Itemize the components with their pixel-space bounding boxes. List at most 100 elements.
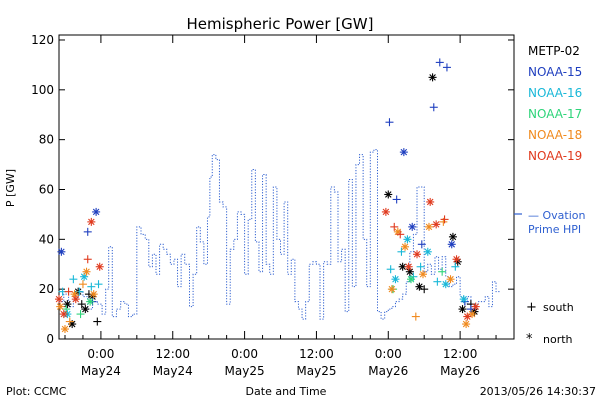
noaa-17-point-north [407,275,416,284]
noaa-15-point-south [83,227,92,236]
noaa-19-point-north [463,312,472,321]
legend-noaa-16: NOAA-16 [528,86,582,100]
metp-02-point-south [93,317,102,326]
y-axis-label: P [GW] [4,169,17,207]
x-tick-time-label: 0:00 [87,347,114,361]
noaa-19-point-north [404,262,413,271]
legend-noaa-17: NOAA-17 [528,107,582,121]
noaa-19-point-north [95,262,104,271]
y-tick-label: 40 [39,232,54,246]
legend: METP-02 NOAA-15 NOAA-16 NOAA-17 NOAA-18 NOAA-… [528,44,582,163]
south-marker-symbol: + [526,300,537,315]
noaa-19-point-north [71,295,80,304]
noaa-15-point-south [385,118,394,127]
noaa-16-point-south [94,280,103,289]
noaa-18-point-north [446,275,455,284]
footer-plot-source: Plot: CCMC [6,385,67,398]
noaa-16-point-south [386,265,395,274]
noaa-19-point-north [426,197,435,206]
noaa-15-point-north [399,148,408,157]
noaa-18-point-north [89,290,98,299]
metp-02-point-north [384,190,393,199]
x-tick-time-label: 12:00 [155,347,190,361]
noaa-19-point-south [396,230,405,239]
x-tick-date-label: May25 [296,364,336,378]
footer-timestamp: 2013/05/26 14:30:37 [480,385,596,398]
noaa-19-point-north [59,310,68,319]
metp-02-point-north [415,282,424,291]
noaa-19-point-south [390,222,399,231]
noaa-19-point-north [413,250,422,259]
noaa-15-point-south [392,195,401,204]
noaa-18-point-north [462,320,471,329]
metp-02-point-north [458,305,467,314]
metp-02-point-north [405,267,414,276]
noaa-16-point-north [391,275,400,284]
x-axis-label: Date and Time [246,385,327,398]
noaa-18-point-north [387,285,396,294]
noaa-16-point-north [459,295,468,304]
noaa-19-point-south [83,255,92,264]
noaa-18-point-north [82,267,91,276]
noaa-16-point-south [416,262,425,271]
ovation-hpi-series [59,149,500,320]
y-tick-label: 120 [31,33,54,47]
noaa-16-point-south [397,247,406,256]
noaa-15-point-north [447,240,456,249]
y-axis: 0 20 40 60 80 100 120 [31,33,514,346]
x-tick-time-label: 12:00 [299,347,334,361]
satellite-data-points [55,58,480,334]
chart-title: Hemispheric Power [GW] [187,15,374,33]
metp-02-point-north [63,300,72,309]
y-tick-label: 100 [31,83,54,97]
ovation-legend-label-2: Prime HPI [528,223,581,236]
noaa-19-point-north [432,220,441,229]
noaa-16-point-north [423,247,432,256]
noaa-16-point-south [69,275,78,284]
noaa-18-point-south [78,280,87,289]
legend-noaa-18: NOAA-18 [528,128,582,142]
x-tick-time-label: 0:00 [231,347,258,361]
noaa-15-point-south [429,103,438,112]
noaa-17-point-south [438,267,447,276]
noaa-18-point-north [56,302,65,311]
x-tick-time-label: 12:00 [443,347,478,361]
south-marker-label: south [543,301,574,314]
x-tick-date-label: May26 [440,364,480,378]
noaa-19-point-north [87,217,96,226]
ovation-legend-label-1: — Ovation [528,209,586,222]
noaa-19-point-north [381,207,390,216]
y-tick-label: 60 [39,182,54,196]
legend-metp-02: METP-02 [528,44,580,58]
marker-legend-south: + south [526,300,574,315]
noaa-19-point-south [64,287,73,296]
noaa-18-point-south [411,312,420,321]
noaa-19-point-north [55,295,63,304]
plot-frame [58,34,515,340]
ovation-hpi-line [59,149,500,320]
noaa-15-point-south [435,58,444,67]
legend-noaa-19: NOAA-19 [528,149,582,163]
noaa-15-point-north [408,222,417,231]
y-tick-label: 0 [46,332,54,346]
marker-legend-north: * north [526,332,573,347]
x-tick-time-label: 0:00 [375,347,402,361]
metp-02-point-north [81,305,90,314]
noaa-15-point-north [92,207,101,216]
noaa-18-point-north [60,325,69,334]
noaa-19-point-north [452,255,461,264]
noaa-16-point-north [403,235,412,244]
metp-02-point-north [428,73,437,82]
noaa-16-point-south [433,277,442,286]
noaa-15-point-south [417,240,426,249]
noaa-17-point-north [86,297,95,306]
x-axis: 0:00 May24 12:00 May24 0:00 May25 12:00 May25 0:… [64,35,497,378]
metp-02-point-north [448,232,457,241]
noaa-18-point-north [401,242,410,251]
metp-02-point-south [420,285,429,294]
noaa-16-point-north [441,280,450,289]
noaa-15-point-south [442,63,451,72]
noaa-19-point-north [471,302,480,311]
x-tick-date-label: May25 [225,364,265,378]
north-marker-label: north [543,333,573,346]
